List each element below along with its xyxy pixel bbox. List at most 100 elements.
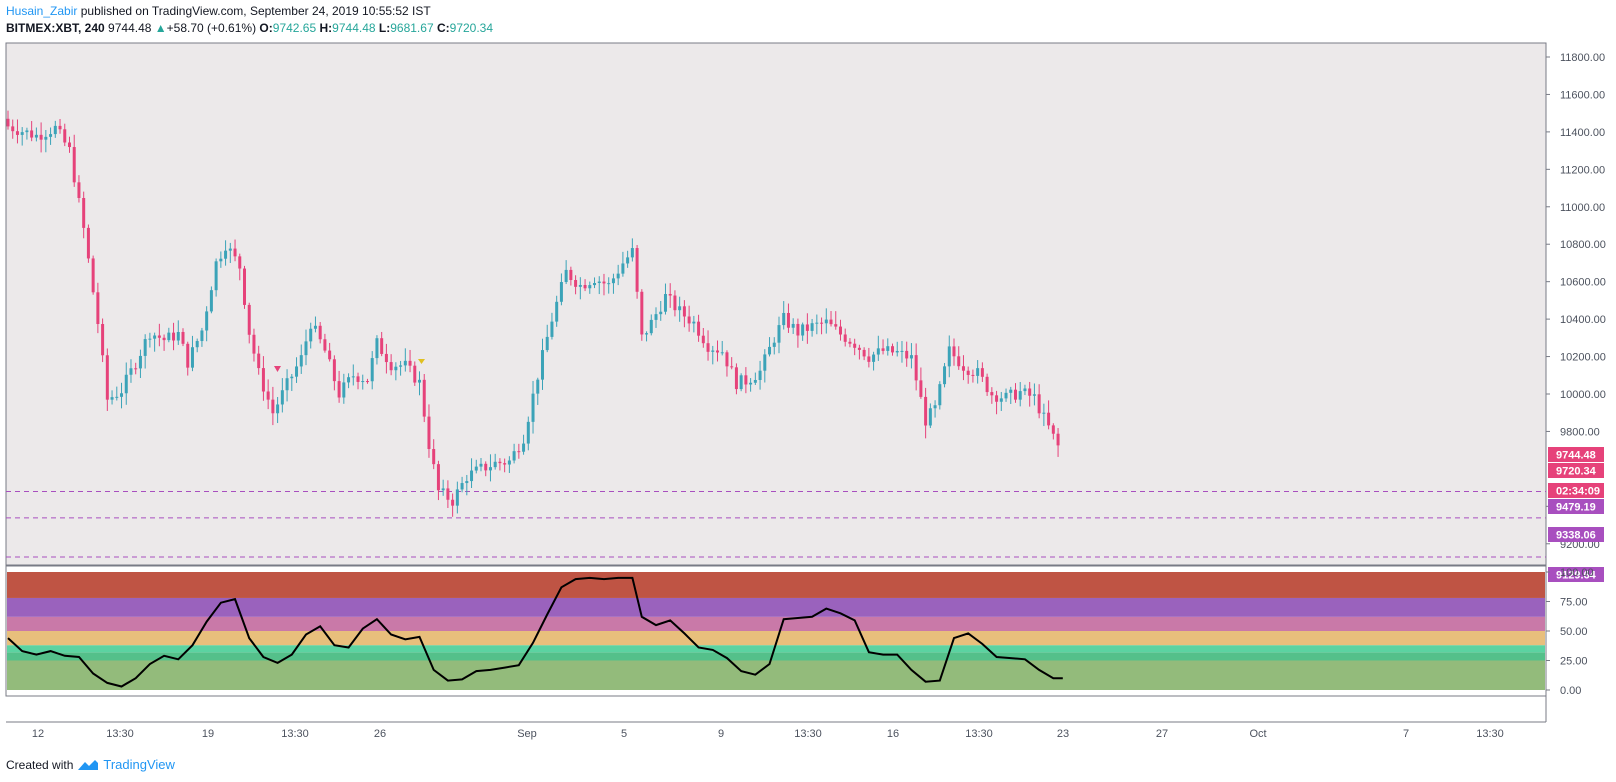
candle-up <box>394 366 398 371</box>
candle-down <box>583 284 587 289</box>
candle-down <box>786 312 790 328</box>
candle-up <box>928 408 932 426</box>
candle-up <box>692 321 696 324</box>
time-tick-label: 13:30 <box>281 728 309 740</box>
price-tick-label: 9800.00 <box>1560 426 1600 438</box>
candle-up <box>621 263 625 274</box>
candle-down <box>67 142 71 148</box>
oscillator-band <box>7 597 1545 617</box>
candle-down <box>257 353 261 369</box>
candle-down <box>1028 388 1032 396</box>
candle-up <box>933 405 937 409</box>
candle-down <box>673 295 677 311</box>
candle-up <box>1004 392 1008 399</box>
candle-up <box>351 376 355 378</box>
candle-down <box>77 182 81 198</box>
candle-up <box>120 393 124 397</box>
time-tick-label: 16 <box>887 728 899 740</box>
candle-up <box>772 342 776 347</box>
candle-up <box>739 375 743 390</box>
time-tick-label: 5 <box>621 728 627 740</box>
candle-down <box>380 338 384 354</box>
candle-up <box>588 285 592 289</box>
price-badge-label: 9479.19 <box>1556 502 1596 514</box>
candle-down <box>63 129 67 143</box>
time-tick-label: Oct <box>1249 728 1266 740</box>
candle-down <box>602 281 606 284</box>
candle-down <box>365 381 369 383</box>
candle-down <box>252 334 256 354</box>
candle-up <box>295 366 299 377</box>
candle-down <box>323 339 327 351</box>
candle-down <box>389 362 393 371</box>
candle-up <box>20 132 24 135</box>
candle-up <box>531 393 535 422</box>
candle-down <box>82 197 86 228</box>
symbol-label[interactable]: BITMEX:XBT, 240 <box>6 21 105 35</box>
candle-down <box>914 355 918 381</box>
candle-up <box>309 328 313 342</box>
candle-up <box>399 365 403 367</box>
candle-down <box>924 396 928 426</box>
low-label: L: <box>378 21 391 35</box>
candle-up <box>205 311 209 331</box>
candle-down <box>181 331 185 344</box>
candle-up <box>720 352 724 354</box>
price-tick-label: 11800.00 <box>1560 52 1605 64</box>
high-value: 9744.48 <box>332 21 376 35</box>
candle-down <box>957 356 961 367</box>
candle-up <box>626 257 630 264</box>
candle-down <box>706 343 710 352</box>
candle-down <box>725 352 729 367</box>
author-link[interactable]: Husain_Zabir <box>6 4 78 18</box>
candle-down <box>15 131 19 135</box>
candle-up <box>148 338 152 340</box>
candle-down <box>86 227 90 259</box>
candle-down <box>701 335 705 344</box>
tradingview-brand-link[interactable]: TradingView <box>103 757 175 772</box>
candle-up <box>947 346 951 367</box>
low-value: 9681.67 <box>390 21 434 35</box>
candle-up <box>782 312 786 326</box>
candle-down <box>985 376 989 393</box>
price-change: +58.70 (+0.61%) <box>166 21 257 35</box>
candle-down <box>1056 433 1060 446</box>
price-pane[interactable] <box>5 42 1547 566</box>
candle-down <box>261 368 265 392</box>
price-badge-label: 02:34:09 <box>1556 486 1600 498</box>
price-badges: 9744.48 9720.34 02:34:09 9479.19 9338.06 9129… <box>1548 447 1604 582</box>
price-badge <box>1548 463 1604 478</box>
price-tick-label: 10000.00 <box>1560 389 1606 401</box>
candle-up <box>909 355 913 359</box>
candle-up <box>753 379 757 383</box>
candle-up <box>1009 389 1013 393</box>
high-label: H: <box>319 21 333 35</box>
candle-up <box>44 136 48 140</box>
candle-up <box>470 470 474 482</box>
oscillator-band <box>7 652 1545 661</box>
candle-down <box>328 350 332 360</box>
candle-down <box>848 341 852 344</box>
created-with-text: Created with <box>6 757 74 772</box>
candle-up <box>578 284 582 287</box>
candle-up <box>900 350 904 352</box>
candle-up <box>342 382 346 398</box>
candle-up <box>153 335 157 339</box>
price-badge-label: 9720.34 <box>1556 466 1597 478</box>
candle-down <box>682 306 686 317</box>
candle-down <box>668 294 672 296</box>
price-badge <box>1548 499 1604 514</box>
candle-down <box>384 353 388 363</box>
footer: Created with TradingView <box>6 757 175 772</box>
oscillator-line <box>7 576 1063 688</box>
price-tick-label: 11400.00 <box>1560 127 1605 139</box>
candle-down <box>30 130 34 138</box>
candle-up <box>791 323 795 328</box>
candlestick-series <box>6 110 1060 517</box>
candle-up <box>143 339 147 356</box>
candle-down <box>980 368 984 377</box>
up-triangle-icon: ▲ <box>154 21 167 35</box>
candle-down <box>838 326 842 335</box>
time-axis-ticks: 12 13:30 19 13:30 26 Sep 5 9 13:30 16 13:30 23 27 Oct… <box>32 728 1504 740</box>
